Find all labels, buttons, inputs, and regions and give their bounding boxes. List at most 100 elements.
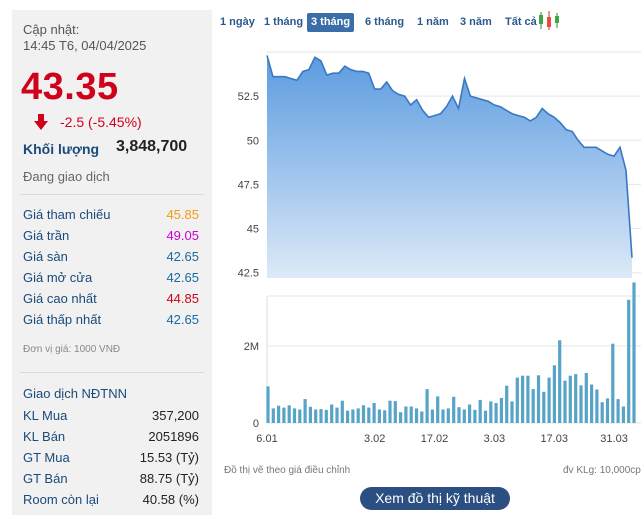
divider xyxy=(20,194,204,195)
volume-bar xyxy=(287,405,291,423)
volume-bar xyxy=(271,408,275,423)
volume-bar xyxy=(414,408,419,423)
ref-value: 44.85 xyxy=(166,291,199,306)
volume-bar xyxy=(611,343,615,423)
price-line xyxy=(266,55,633,258)
foreign-value: 357,200 xyxy=(152,408,199,423)
volume-bar xyxy=(409,406,413,423)
tab-6-months[interactable]: 6 tháng xyxy=(365,16,405,28)
price-tick-label: 45 xyxy=(247,224,259,236)
volume-unit-note: đv KLg: 10,000cp xyxy=(563,465,641,476)
candlestick-icon[interactable] xyxy=(537,11,561,31)
volume-bar xyxy=(436,396,440,423)
volume-bar xyxy=(483,410,488,423)
volume-tick-label: 2M xyxy=(244,341,259,353)
volume-bar xyxy=(377,409,381,423)
ref-label: Giá trần xyxy=(23,228,70,243)
date-axis: 6.01 3.02 17.02 3.03 17.03 31.03 xyxy=(256,433,628,445)
trading-status: Đang giao dịch xyxy=(23,169,110,184)
technical-chart-button[interactable]: Xem đồ thị kỹ thuật xyxy=(360,487,510,510)
foreign-value: 2051896 xyxy=(148,429,199,444)
volume-bar xyxy=(499,398,503,423)
volume-bar xyxy=(627,299,631,423)
arrow-down-icon xyxy=(34,114,48,130)
volume-bar xyxy=(563,380,567,423)
volume-bar xyxy=(430,409,434,423)
volume-bar xyxy=(632,282,636,423)
volume-bar xyxy=(452,396,456,423)
foreign-label: KL Bán xyxy=(23,429,66,444)
volume-tick-label: 0 xyxy=(253,418,259,430)
volume-bar xyxy=(468,404,472,423)
foreign-value: 88.75 (Tỷ) xyxy=(139,471,199,486)
date-tick-label: 17.02 xyxy=(421,433,449,445)
ref-label: Giá cao nhất xyxy=(23,291,97,306)
foreign-value: 15.53 (Tỷ) xyxy=(139,450,199,465)
volume-bar xyxy=(425,389,429,423)
date-tick-label: 31.03 xyxy=(600,433,628,445)
volume-value: 3,848,700 xyxy=(116,138,188,155)
volume-bar xyxy=(361,405,366,423)
tab-1-year[interactable]: 1 năm xyxy=(417,16,449,28)
tab-all[interactable]: Tất cả xyxy=(505,16,537,28)
volume-bar xyxy=(388,400,392,423)
volume-bar xyxy=(621,406,625,423)
ref-value: 49.05 xyxy=(166,228,199,243)
ref-value: 42.65 xyxy=(166,312,199,327)
tab-3-months[interactable]: 3 tháng xyxy=(307,13,355,32)
ref-row-floor: Giá sàn 42.65 xyxy=(23,249,199,267)
foreign-trade-title: Giao dịch NĐTNN xyxy=(23,386,128,401)
volume-bar xyxy=(531,389,535,423)
volume-bar xyxy=(515,377,519,423)
price-tick-label: 47.5 xyxy=(238,179,259,191)
volume-bar xyxy=(335,407,339,423)
volume-bar xyxy=(441,409,445,423)
volume-bar xyxy=(489,401,493,423)
ref-value: 42.65 xyxy=(166,270,199,285)
foreign-label: KL Mua xyxy=(23,408,68,423)
date-tick-label: 3.02 xyxy=(364,433,385,445)
foreign-row-buy-value: GT Mua 15.53 (Tỷ) xyxy=(23,450,199,468)
ref-row-open: Giá mở cửa 42.65 xyxy=(23,270,199,288)
price-tick-label: 52.5 xyxy=(238,91,259,103)
volume-bar xyxy=(536,375,541,423)
volume-bar xyxy=(521,375,525,423)
volume-bar xyxy=(579,385,583,423)
volume-bar xyxy=(314,409,318,423)
volume-axis: 2M 0 xyxy=(244,341,259,430)
volume-bar xyxy=(330,404,334,423)
volume-bar xyxy=(446,408,450,423)
price-change: -2.5 (-5.45%) xyxy=(60,114,142,130)
volume-bar xyxy=(584,373,588,423)
volume-bar xyxy=(393,401,397,423)
ref-value: 45.85 xyxy=(166,207,199,222)
volume-bar xyxy=(478,399,482,423)
volume-bar xyxy=(568,375,572,423)
tab-1-month[interactable]: 1 tháng xyxy=(264,16,304,28)
volume-bar xyxy=(494,403,498,423)
current-price: 43.35 xyxy=(21,66,119,108)
tab-1-day[interactable]: 1 ngày xyxy=(220,16,255,28)
foreign-label: Room còn lại xyxy=(23,492,99,507)
volume-bar xyxy=(319,409,323,423)
volume-bar xyxy=(616,399,620,423)
volume-bar xyxy=(505,385,509,423)
volume-bar xyxy=(383,410,387,423)
ref-label: Giá mở cửa xyxy=(23,270,93,285)
volume-bar xyxy=(282,407,286,423)
adjusted-price-note: Đồ thị vẽ theo giá điều chỉnh xyxy=(224,465,351,476)
ref-label: Giá tham chiếu xyxy=(23,207,111,222)
volume-bar xyxy=(547,377,551,423)
volume-bar xyxy=(292,408,297,423)
volume-bar xyxy=(473,409,477,423)
volume-bar xyxy=(324,409,328,423)
volume-bar xyxy=(308,406,312,423)
ref-row-ceiling: Giá trần 49.05 xyxy=(23,228,199,246)
price-area xyxy=(266,55,633,278)
ref-value: 42.65 xyxy=(166,249,199,264)
divider xyxy=(20,372,204,373)
volume-bar xyxy=(340,400,344,423)
volume-bar xyxy=(457,407,461,423)
volume-bar xyxy=(552,365,556,423)
tab-3-years[interactable]: 3 năm xyxy=(460,16,492,28)
